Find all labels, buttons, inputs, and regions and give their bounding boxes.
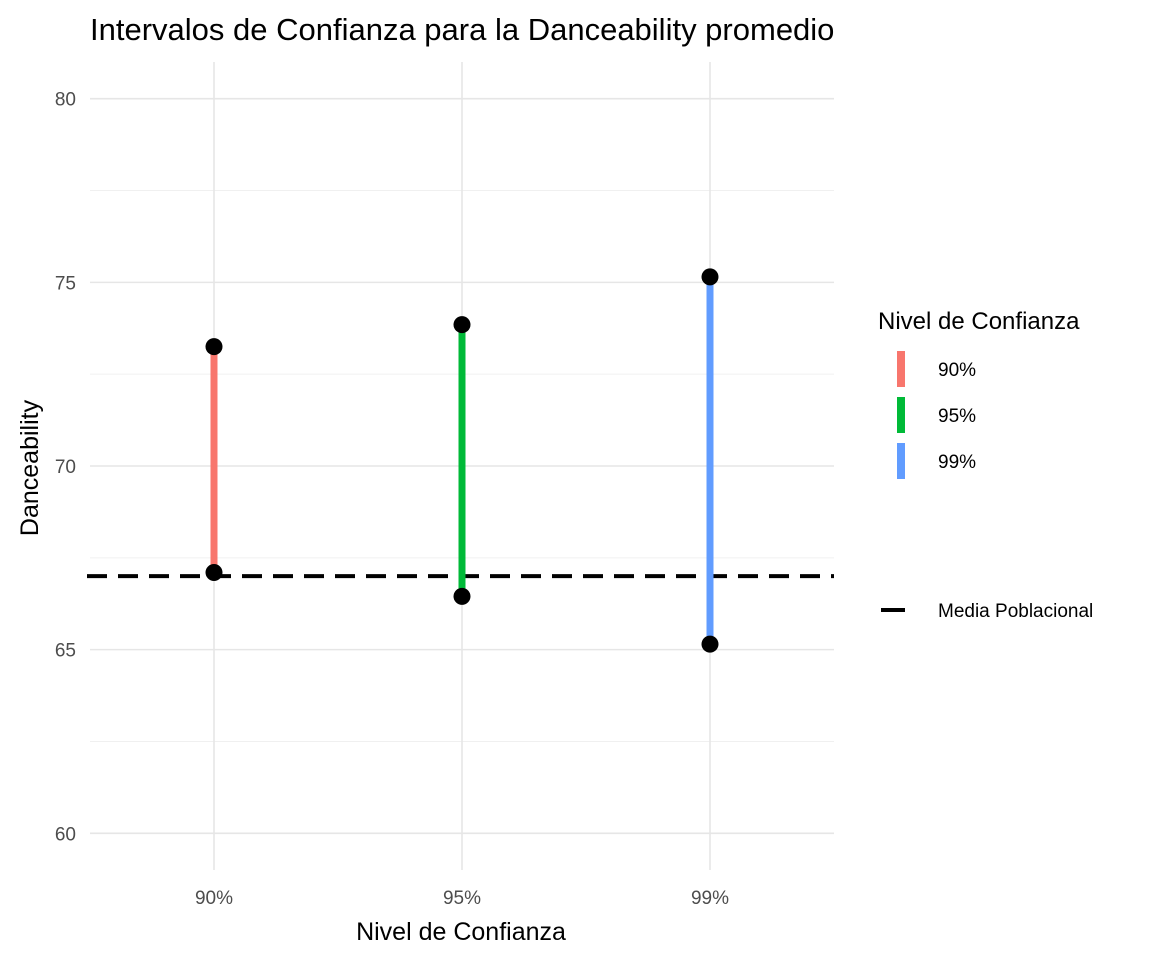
interval-upper-point xyxy=(701,268,719,286)
legend-key xyxy=(897,443,905,479)
y-tick-label: 65 xyxy=(55,641,76,662)
legend-items: 90% 95% 99% xyxy=(897,351,976,479)
y-tick-labels: 60 65 70 75 80 xyxy=(55,90,76,846)
legend-label: 95% xyxy=(938,406,976,427)
interval-lower-point xyxy=(453,587,471,605)
legend-title: Nivel de Confianza xyxy=(878,308,1080,335)
x-tick-labels: 90% 95% 99% xyxy=(195,888,729,909)
interval-lower-point xyxy=(205,564,223,582)
y-tick-label: 70 xyxy=(55,457,76,478)
y-axis-title: Danceability xyxy=(16,399,44,536)
legend-label: 99% xyxy=(938,452,976,473)
x-axis-title: Nivel de Confianza xyxy=(356,918,566,946)
x-tick-label: 90% xyxy=(195,888,233,909)
legend-key xyxy=(897,397,905,433)
y-tick-label: 75 xyxy=(55,273,76,294)
intervals-group xyxy=(205,268,719,653)
interval-lower-point xyxy=(701,635,719,653)
interval-upper-point xyxy=(205,338,223,356)
legend-label: 90% xyxy=(938,360,976,381)
x-tick-label: 99% xyxy=(691,888,729,909)
legend: Nivel de Confianza 90% 95% 99% Media Pobla… xyxy=(878,308,1093,622)
y-tick-label: 60 xyxy=(55,824,76,845)
y-tick-label: 80 xyxy=(55,90,76,111)
x-tick-label: 95% xyxy=(443,888,481,909)
chart-title: Intervalos de Confianza para la Danceabi… xyxy=(90,12,834,47)
legend-key xyxy=(897,351,905,387)
interval-upper-point xyxy=(453,316,471,334)
legend-reference-label: Media Poblacional xyxy=(938,601,1093,622)
